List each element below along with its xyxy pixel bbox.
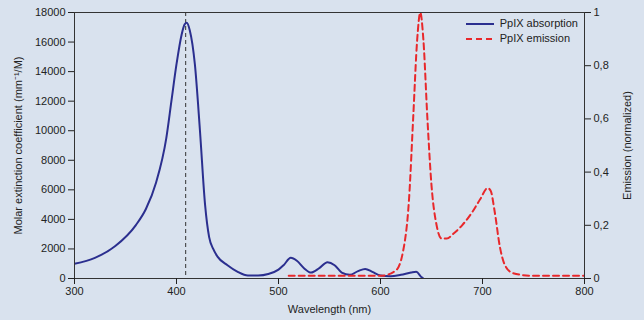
svg-text:Emission (normalized): Emission (normalized) [621, 91, 633, 200]
svg-text:300: 300 [65, 285, 83, 297]
svg-text:700: 700 [473, 285, 491, 297]
svg-text:500: 500 [269, 285, 287, 297]
svg-text:0,2: 0,2 [594, 219, 609, 231]
svg-text:800: 800 [575, 285, 593, 297]
svg-text:2000: 2000 [41, 242, 65, 254]
svg-text:12000: 12000 [35, 95, 66, 107]
svg-text:18000: 18000 [35, 6, 66, 18]
svg-text:14000: 14000 [35, 65, 66, 77]
svg-text:Wavelength (nm): Wavelength (nm) [288, 303, 371, 315]
svg-text:0: 0 [594, 272, 600, 284]
html-text:PpIX absorption: PpIX absorption [499, 17, 578, 29]
svg-text:Molar extinction coefficient (: Molar extinction coefficient (mm⁻¹/M) [12, 56, 24, 234]
svg-text:0: 0 [59, 272, 65, 284]
html-text:PpIX emission: PpIX emission [499, 32, 570, 44]
svg-text:0,8: 0,8 [594, 59, 609, 71]
svg-text:0,6: 0,6 [594, 112, 609, 124]
svg-text:10000: 10000 [35, 124, 66, 136]
svg-text:0,4: 0,4 [594, 166, 609, 178]
svg-text:6000: 6000 [41, 183, 65, 195]
svg-text:8000: 8000 [41, 154, 65, 166]
svg-text:400: 400 [167, 285, 185, 297]
svg-text:16000: 16000 [35, 36, 66, 48]
svg-text:4000: 4000 [41, 213, 65, 225]
svg-text:600: 600 [371, 285, 389, 297]
svg-text:1: 1 [594, 6, 600, 18]
